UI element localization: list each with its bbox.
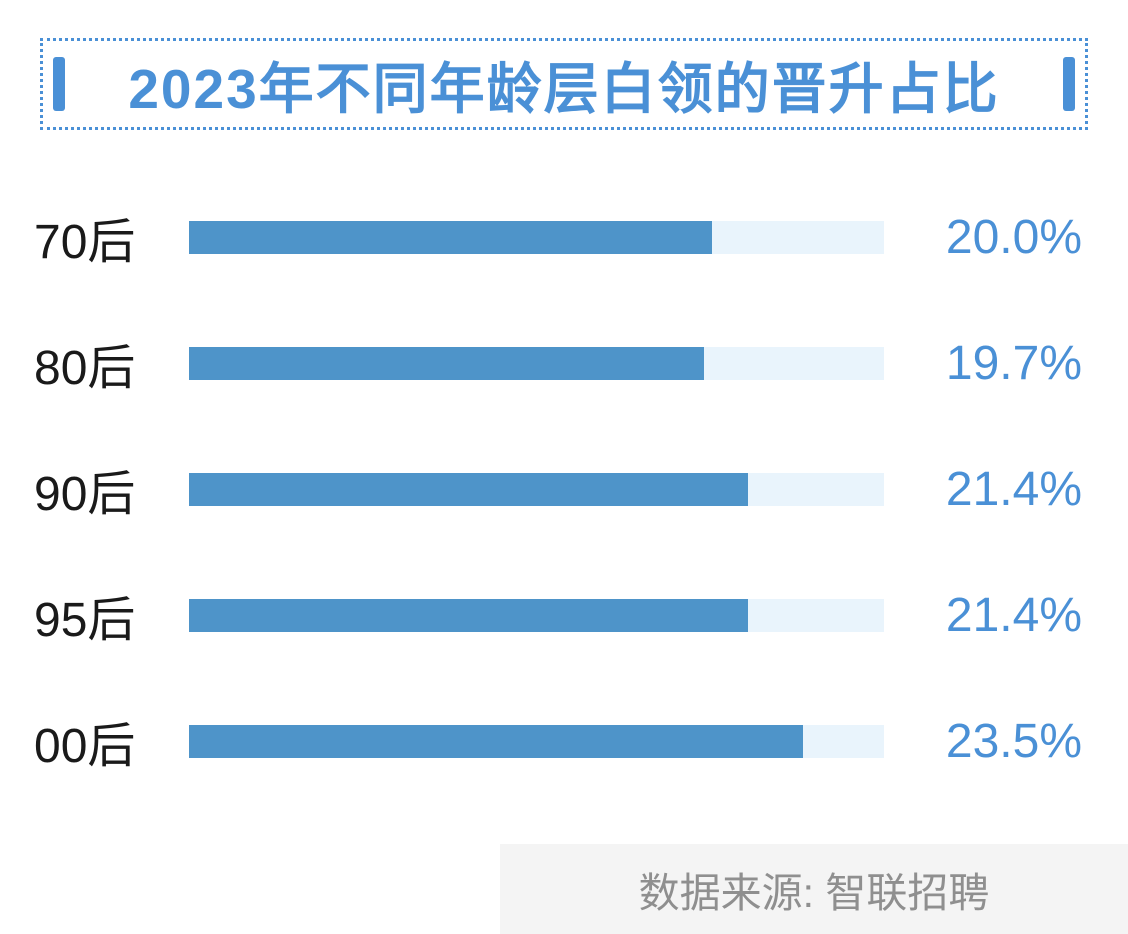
bar-fill (189, 220, 712, 254)
bar-row: 90后 21.4% (0, 426, 1128, 552)
bar-row: 95后 21.4% (0, 552, 1128, 678)
bar-track (189, 220, 884, 254)
bar-rows: 70后 20.0% 80后 19.7% 90后 21.4% 95后 21.4% 00后 23.5% (0, 174, 1128, 804)
bar-fill (189, 598, 749, 632)
bar-fill (189, 346, 704, 380)
value-label: 20.0% (945, 210, 1082, 264)
value-label: 21.4% (945, 462, 1082, 516)
bar-track (189, 724, 884, 758)
bar-fill (189, 472, 749, 506)
bar-track (189, 598, 884, 632)
chart-title-box: 2023年不同年龄层白领的晋升占比 (40, 38, 1088, 130)
category-label: 00后 (34, 720, 136, 773)
bar-track (189, 472, 884, 506)
category-label: 95后 (34, 594, 136, 647)
bar-row: 70后 20.0% (0, 174, 1128, 300)
bar-fill (189, 724, 804, 758)
bar-track (189, 346, 884, 380)
chart-title: 2023年不同年龄层白领的晋升占比 (128, 58, 1000, 120)
bar-row: 80后 19.7% (0, 300, 1128, 426)
category-label: 80后 (34, 342, 136, 395)
value-label: 21.4% (945, 588, 1082, 642)
title-accent-right-bar (1063, 57, 1075, 111)
data-source-label: 数据来源: 智联招聘 (638, 870, 990, 916)
title-accent-left-bar (53, 57, 65, 111)
category-label: 90后 (34, 468, 136, 521)
category-label: 70后 (34, 216, 136, 269)
value-label: 19.7% (945, 336, 1082, 390)
bar-row: 00后 23.5% (0, 678, 1128, 804)
value-label: 23.5% (945, 714, 1082, 768)
data-source-box: 数据来源: 智联招聘 (500, 844, 1128, 934)
